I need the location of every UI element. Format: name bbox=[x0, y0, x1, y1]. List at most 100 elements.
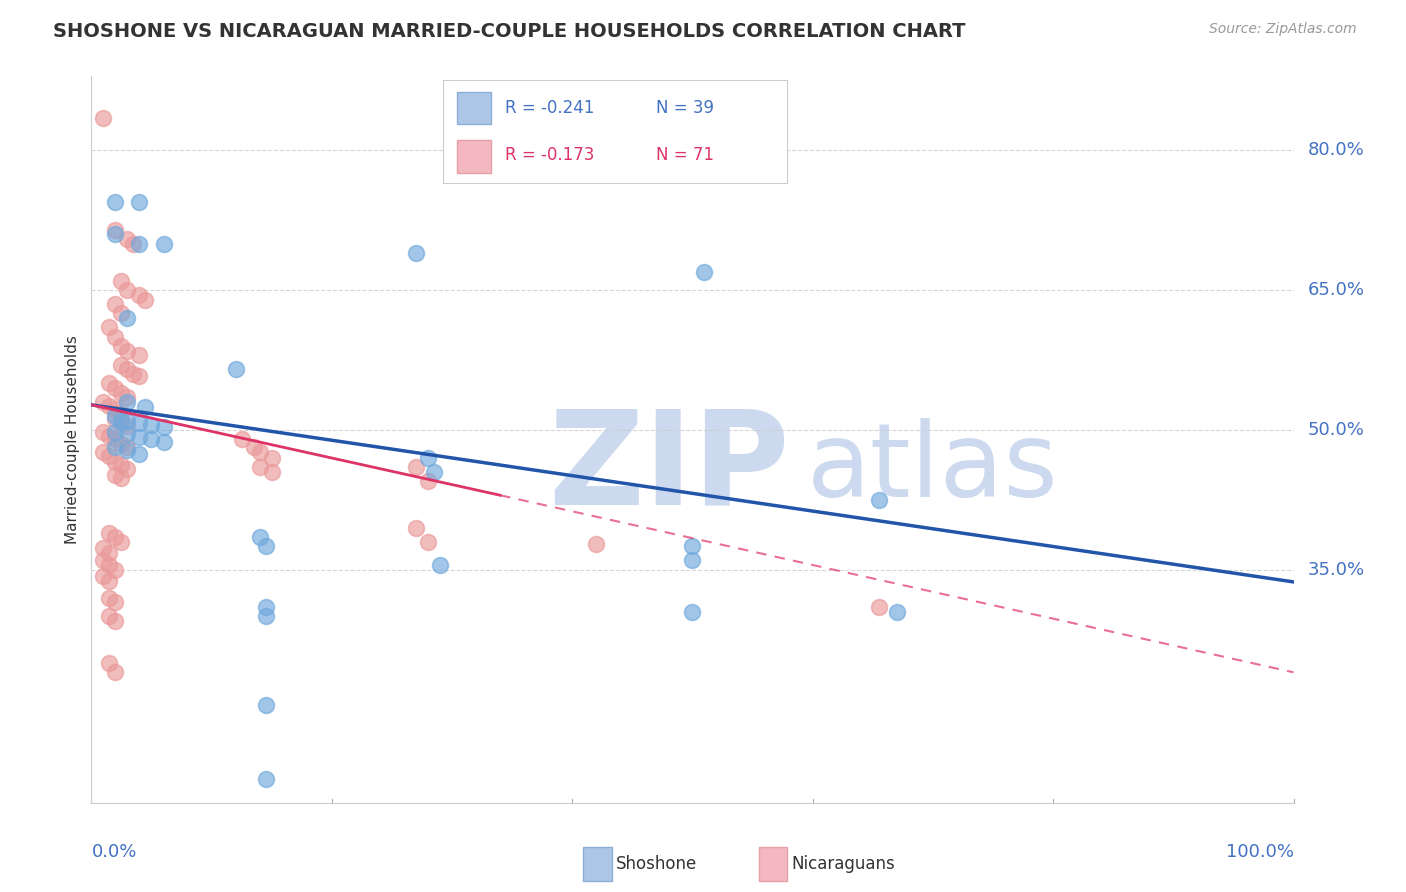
Point bbox=[122, 367, 145, 381]
Point bbox=[98, 591, 121, 605]
Y-axis label: Married-couple Households: Married-couple Households bbox=[65, 334, 80, 544]
Point bbox=[117, 419, 139, 434]
Point bbox=[405, 521, 427, 535]
Bar bbox=[457, 92, 491, 124]
Point bbox=[98, 376, 121, 391]
Point bbox=[104, 440, 127, 454]
Point bbox=[98, 558, 121, 573]
Point bbox=[104, 402, 127, 417]
Point bbox=[104, 330, 127, 344]
Point bbox=[693, 264, 716, 278]
Text: R = -0.241: R = -0.241 bbox=[505, 99, 595, 117]
Point bbox=[681, 605, 703, 619]
Point bbox=[98, 656, 121, 670]
Point bbox=[93, 111, 115, 125]
Point bbox=[868, 600, 890, 615]
Point bbox=[128, 236, 150, 251]
Point bbox=[110, 416, 132, 430]
Point bbox=[249, 530, 271, 544]
Text: R = -0.173: R = -0.173 bbox=[505, 146, 595, 164]
Text: 80.0%: 80.0% bbox=[1308, 142, 1365, 160]
Point bbox=[110, 339, 132, 353]
Point bbox=[225, 362, 247, 376]
Point bbox=[98, 546, 121, 560]
Point bbox=[104, 665, 127, 680]
Text: Shoshone: Shoshone bbox=[616, 855, 697, 873]
Point bbox=[405, 246, 427, 260]
Text: N = 71: N = 71 bbox=[657, 146, 714, 164]
Bar bbox=[457, 140, 491, 173]
Point bbox=[128, 348, 150, 362]
Point bbox=[128, 416, 150, 430]
Point bbox=[98, 428, 121, 442]
Point bbox=[104, 222, 127, 236]
Point bbox=[104, 530, 127, 544]
Point bbox=[416, 534, 439, 549]
Point bbox=[254, 540, 277, 554]
Point bbox=[128, 368, 150, 383]
Point bbox=[104, 297, 127, 311]
Point bbox=[104, 614, 127, 628]
Point bbox=[152, 420, 174, 434]
Point bbox=[128, 447, 150, 461]
Point bbox=[117, 443, 139, 458]
Point bbox=[104, 595, 127, 609]
Point bbox=[681, 540, 703, 554]
Point bbox=[117, 440, 139, 454]
Point bbox=[98, 574, 121, 588]
Point bbox=[141, 418, 163, 433]
Point bbox=[122, 236, 145, 251]
Point bbox=[681, 553, 703, 567]
Point bbox=[110, 414, 132, 428]
Point bbox=[249, 460, 271, 475]
Point bbox=[254, 698, 277, 712]
Point bbox=[128, 429, 150, 443]
Point bbox=[886, 605, 908, 619]
Point bbox=[93, 395, 115, 409]
Point bbox=[117, 311, 139, 326]
Point bbox=[231, 433, 253, 447]
Point bbox=[152, 435, 174, 450]
Point bbox=[93, 425, 115, 439]
Point bbox=[868, 492, 890, 507]
Text: 100.0%: 100.0% bbox=[1226, 843, 1294, 861]
Point bbox=[110, 437, 132, 451]
Point bbox=[98, 320, 121, 334]
Point bbox=[110, 358, 132, 372]
Point bbox=[134, 400, 156, 414]
Point bbox=[429, 558, 451, 573]
Point bbox=[117, 390, 139, 404]
Point bbox=[98, 609, 121, 624]
Text: Source: ZipAtlas.com: Source: ZipAtlas.com bbox=[1209, 22, 1357, 37]
Text: atlas: atlas bbox=[807, 417, 1059, 519]
Point bbox=[585, 537, 607, 551]
Point bbox=[117, 343, 139, 358]
Point bbox=[110, 385, 132, 400]
Point bbox=[104, 425, 127, 439]
Point bbox=[104, 455, 127, 469]
Point bbox=[117, 232, 139, 246]
Point bbox=[416, 450, 439, 465]
Point bbox=[242, 440, 264, 454]
Text: 0.0%: 0.0% bbox=[91, 843, 136, 861]
Point bbox=[93, 553, 115, 567]
Point bbox=[117, 414, 139, 428]
Text: 65.0%: 65.0% bbox=[1308, 281, 1365, 299]
Text: Nicaraguans: Nicaraguans bbox=[792, 855, 896, 873]
Point bbox=[93, 541, 115, 556]
Point bbox=[104, 563, 127, 577]
Point bbox=[117, 462, 139, 476]
Point bbox=[405, 460, 427, 475]
Point bbox=[104, 467, 127, 482]
Text: ZIP: ZIP bbox=[548, 405, 790, 532]
Point bbox=[93, 569, 115, 583]
Point bbox=[134, 293, 156, 307]
Point bbox=[260, 465, 283, 479]
Point bbox=[104, 381, 127, 395]
Point bbox=[117, 362, 139, 376]
Point bbox=[416, 475, 439, 489]
Text: 35.0%: 35.0% bbox=[1308, 561, 1365, 579]
Point bbox=[98, 525, 121, 540]
Point bbox=[104, 412, 127, 426]
Point bbox=[110, 471, 132, 485]
